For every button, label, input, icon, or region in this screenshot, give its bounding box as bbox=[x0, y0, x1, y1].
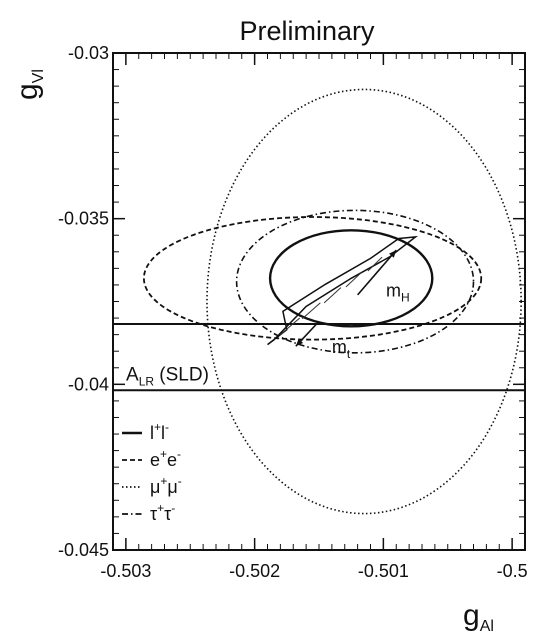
y-tick-label: -0.045 bbox=[58, 540, 109, 560]
sm-band-hatch bbox=[301, 302, 321, 320]
mh-label: mH bbox=[386, 281, 410, 305]
y-tick-label: -0.03 bbox=[68, 43, 109, 63]
svg-text:gAl: gAl bbox=[463, 599, 494, 635]
y-axis-label-sub: Vl bbox=[30, 69, 47, 83]
legend-label: l+l- bbox=[150, 420, 169, 443]
x-tick-label: -0.503 bbox=[100, 561, 151, 581]
y-tick-label: -0.035 bbox=[58, 209, 109, 229]
x-tick-label: -0.501 bbox=[358, 561, 409, 581]
mh-arrow-head bbox=[389, 250, 397, 258]
contour-ellipses bbox=[142, 88, 522, 515]
plot-frame bbox=[112, 52, 526, 551]
legend-label: μ+μ- bbox=[150, 474, 182, 497]
y-axis-label-main: g bbox=[11, 83, 44, 100]
alr-band: ALR (SLD) bbox=[113, 323, 525, 392]
x-tick-label: -0.502 bbox=[229, 561, 280, 581]
y-axis-label: gVl bbox=[11, 69, 47, 100]
x-axis-label-main: g bbox=[463, 599, 480, 632]
ellipse-ll bbox=[268, 229, 434, 328]
plot-border bbox=[112, 52, 526, 551]
mh-arrow bbox=[357, 249, 397, 296]
sm-band-hatch bbox=[367, 256, 383, 272]
x-tick-label: -0.5 bbox=[497, 561, 528, 581]
standard-model-band: mt mH bbox=[267, 235, 419, 361]
x-axis-label: gAl bbox=[463, 599, 494, 635]
axis-ticks: -0.503 -0.502 -0.501 -0.5 -0.045 -0.04 -0.035 -… bbox=[58, 43, 528, 581]
alr-label: ALR (SLD) bbox=[126, 364, 209, 388]
ellipse-ee bbox=[142, 216, 483, 341]
ellipse-tautau bbox=[235, 209, 475, 354]
svg-text:gVl: gVl bbox=[11, 69, 47, 100]
x-axis-label-sub: Al bbox=[480, 618, 494, 635]
legend-label: e+e- bbox=[150, 447, 181, 470]
sm-band-hatch bbox=[345, 271, 362, 288]
mt-arrow-head bbox=[295, 338, 304, 347]
mt-label: mt bbox=[332, 337, 351, 361]
sm-band-hatch bbox=[280, 317, 301, 336]
legend: l+l-e+e-μ+μ-τ+τ- bbox=[122, 420, 182, 524]
sm-band-hatch bbox=[323, 287, 342, 304]
ellipse-mumu bbox=[206, 88, 522, 515]
y-tick-label: -0.04 bbox=[68, 374, 109, 394]
legend-label: τ+τ- bbox=[150, 501, 175, 524]
chart-title: Preliminary bbox=[239, 16, 375, 46]
